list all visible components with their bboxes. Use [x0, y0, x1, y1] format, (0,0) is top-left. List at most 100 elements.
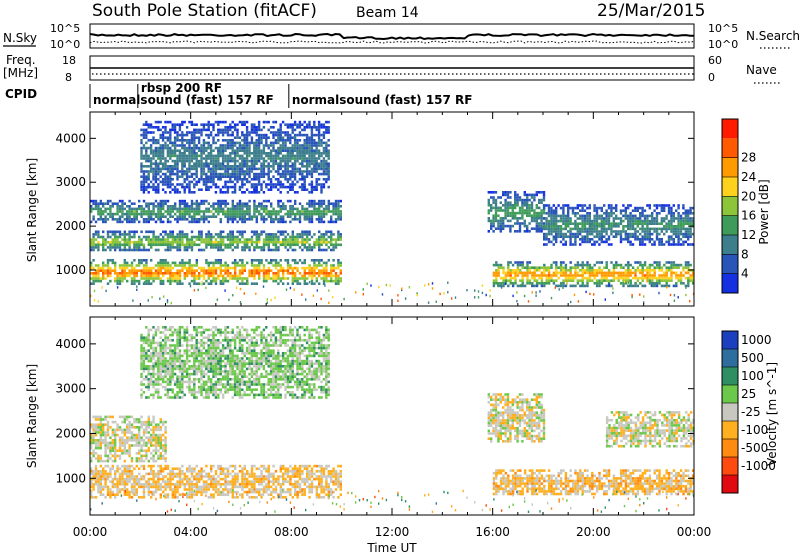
- echo-cell: [200, 274, 203, 278]
- echo-cell: [224, 139, 227, 142]
- echo-cell: [289, 146, 292, 150]
- echo-cell: [322, 233, 326, 236]
- nsky-label: N.Sky: [3, 31, 37, 45]
- echo-cell: [219, 220, 222, 224]
- echo-cell: [281, 185, 285, 189]
- echo-cell: [282, 272, 285, 275]
- echo-cell: [260, 141, 263, 145]
- echo-cell: [289, 185, 292, 189]
- echo-cell: [605, 284, 608, 288]
- echo-cell: [318, 264, 321, 267]
- echo-cell: [152, 235, 155, 239]
- echo-cell: [236, 167, 239, 171]
- echo-cell: [190, 246, 194, 249]
- echo-cell: [521, 209, 524, 212]
- echo-cell: [233, 183, 237, 186]
- echo-cell: [684, 263, 688, 267]
- echo-cell: [509, 206, 512, 210]
- echo-cell: [285, 288, 288, 291]
- echo-cell: [298, 154, 302, 158]
- echo-cell: [330, 269, 333, 272]
- echo-cell: [255, 133, 258, 137]
- echo-cell: [303, 128, 306, 132]
- echo-cell: [509, 191, 512, 194]
- echo-cell: [262, 230, 266, 234]
- echo-cell: [157, 141, 160, 145]
- echo-cell: [643, 261, 647, 264]
- echo-cell: [279, 220, 282, 224]
- echo-cell: [102, 274, 105, 278]
- echo-cell: [564, 266, 568, 269]
- echo-cell: [281, 154, 285, 158]
- echo-cell: [219, 240, 222, 244]
- echo-cell: [528, 222, 531, 225]
- echo-cell: [267, 212, 270, 216]
- echo-cell: [114, 212, 117, 216]
- echo-cell: [552, 271, 556, 275]
- echo-cell: [327, 274, 330, 278]
- echo-cell: [149, 170, 153, 173]
- echo-cell: [214, 154, 218, 158]
- echo-cell: [147, 279, 150, 283]
- echo-cell: [320, 243, 323, 247]
- echo-cell: [617, 279, 620, 282]
- echo-cell: [229, 139, 232, 142]
- echo-cell: [277, 210, 280, 213]
- echo-cell: [173, 167, 177, 171]
- echo-cell: [317, 133, 321, 137]
- echo-cell: [152, 167, 155, 171]
- echo-cell: [308, 120, 311, 124]
- echo-cell: [214, 215, 218, 218]
- echo-cell: [243, 202, 246, 205]
- echo-cell: [509, 271, 512, 275]
- echo-cell: [178, 233, 182, 236]
- echo-cell: [226, 269, 230, 272]
- echo-cell: [152, 230, 155, 234]
- echo-cell: [195, 243, 198, 247]
- echo-cell: [574, 240, 577, 244]
- echo-cell: [238, 238, 242, 241]
- echo-cell: [294, 235, 297, 239]
- echo-cell: [200, 146, 203, 150]
- echo-cell: [207, 185, 210, 189]
- echo-cell: [320, 272, 323, 275]
- echo-cell: [185, 133, 189, 137]
- echo-cell: [687, 271, 690, 275]
- echo-cell: [114, 279, 117, 283]
- echo-cell: [296, 218, 299, 221]
- echo-cell: [166, 185, 170, 189]
- echo-cell: [682, 243, 685, 246]
- echo-cell: [255, 126, 258, 129]
- echo-cell: [243, 218, 246, 221]
- echo-cell: [176, 165, 179, 168]
- echo-cell: [506, 193, 510, 197]
- echo-cell: [193, 215, 196, 218]
- echo-cell: [322, 141, 326, 145]
- echo-cell: [226, 264, 230, 267]
- echo-cell: [313, 167, 316, 171]
- echo-cell: [277, 172, 280, 176]
- echo-cell: [140, 272, 143, 275]
- echo-cell: [305, 133, 309, 137]
- echo-cell: [243, 238, 246, 241]
- echo-cell: [205, 157, 208, 160]
- echo-cell: [109, 205, 112, 208]
- echo-cell: [511, 224, 514, 228]
- echo-cell: [173, 136, 177, 139]
- echo-cell: [181, 162, 184, 165]
- echo-cell: [689, 279, 692, 282]
- echo-cell: [205, 240, 208, 244]
- echo-cell: [325, 264, 328, 267]
- echo-cell: [610, 209, 613, 212]
- echo-cell: [514, 214, 517, 217]
- echo-cell: [226, 162, 230, 165]
- echo-cell: [154, 165, 158, 168]
- echo-cell: [615, 225, 618, 228]
- echo-cell: [514, 274, 517, 277]
- echo-cell: [171, 246, 174, 249]
- echo-cell: [169, 172, 172, 176]
- echo-cell: [128, 230, 131, 234]
- echo-cell: [600, 219, 603, 223]
- echo-cell: [497, 284, 500, 288]
- echo-cell: [250, 191, 254, 194]
